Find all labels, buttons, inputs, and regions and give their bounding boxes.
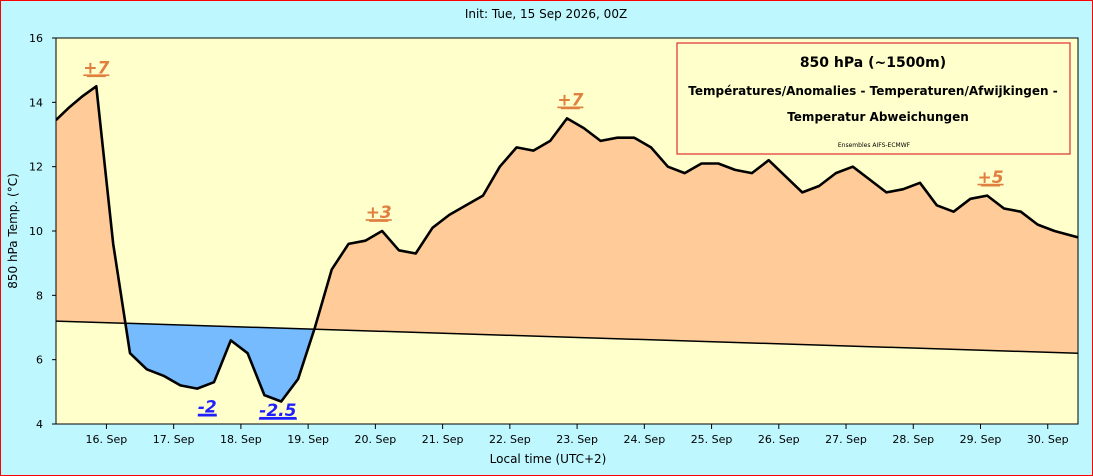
legend-border — [676, 42, 1071, 155]
x-tick-label: 24. Sep — [623, 433, 665, 446]
y-tick-label: 4 — [36, 418, 43, 431]
x-tick-label: 28. Sep — [892, 433, 934, 446]
y-tick-label: 8 — [36, 289, 43, 302]
x-tick-label: 25. Sep — [691, 433, 733, 446]
legend-source: Ensembles AIFS-ECMWF — [838, 142, 911, 149]
temperature-series-line — [56, 85, 1078, 403]
x-tick-label: 29. Sep — [960, 433, 1002, 446]
y-tick-label: 6 — [36, 354, 43, 367]
legend-title: 850 hPa (~1500m) — [800, 55, 946, 71]
x-tick-label: 30. Sep — [1027, 433, 1069, 446]
legend-line-1: Températures/Anomalies - Temperaturen/Af… — [688, 84, 1058, 98]
x-tick-label: 20. Sep — [355, 433, 397, 446]
x-axis: 16. Sep 17. Sep 18. Sep 19. Sep 20. Sep 21. S… — [86, 424, 1069, 446]
negative-anomaly-label: -2.5 — [259, 401, 296, 421]
x-tick-label: 22. Sep — [489, 433, 531, 446]
legend-line-2: Temperatur Abweichungen — [787, 110, 969, 124]
positive-anomaly-label: +5 — [978, 168, 1004, 188]
x-tick-label: 26. Sep — [758, 433, 800, 446]
x-tick-label: 19. Sep — [287, 433, 329, 446]
y-tick-label: 14 — [29, 96, 43, 109]
positive-anomaly-area — [56, 86, 1078, 354]
y-tick-label: 12 — [29, 161, 43, 174]
x-tick-label: 18. Sep — [220, 433, 262, 446]
positive-anomaly-label: +7 — [83, 58, 109, 78]
x-tick-label: 27. Sep — [825, 433, 867, 446]
y-axis: 4 6 8 10 12 14 16 — [29, 32, 56, 431]
positive-anomaly-label: +7 — [557, 91, 583, 111]
x-tick-label: 17. Sep — [153, 433, 195, 446]
x-axis-label: Local time (UTC+2) — [490, 452, 607, 466]
y-axis-label: 850 hPa Temp. (°C) — [6, 173, 20, 289]
x-tick-label: 23. Sep — [556, 433, 598, 446]
y-tick-label: 16 — [29, 32, 43, 45]
positive-anomaly-label: +3 — [366, 203, 392, 223]
x-tick-label: 16. Sep — [86, 433, 128, 446]
negative-anomaly-label: -2 — [198, 398, 217, 418]
climatology-reference-line — [56, 320, 1078, 354]
init-title: Init: Tue, 15 Sep 2026, 00Z — [465, 7, 627, 21]
legend-box: 850 hPa (~1500m) Températures/Anomalies … — [676, 42, 1071, 155]
anomaly-annotations: +7 -2 -2.5 +3 +7 +5 — [83, 58, 1003, 421]
x-tick-label: 21. Sep — [422, 433, 464, 446]
y-tick-label: 10 — [29, 225, 43, 238]
